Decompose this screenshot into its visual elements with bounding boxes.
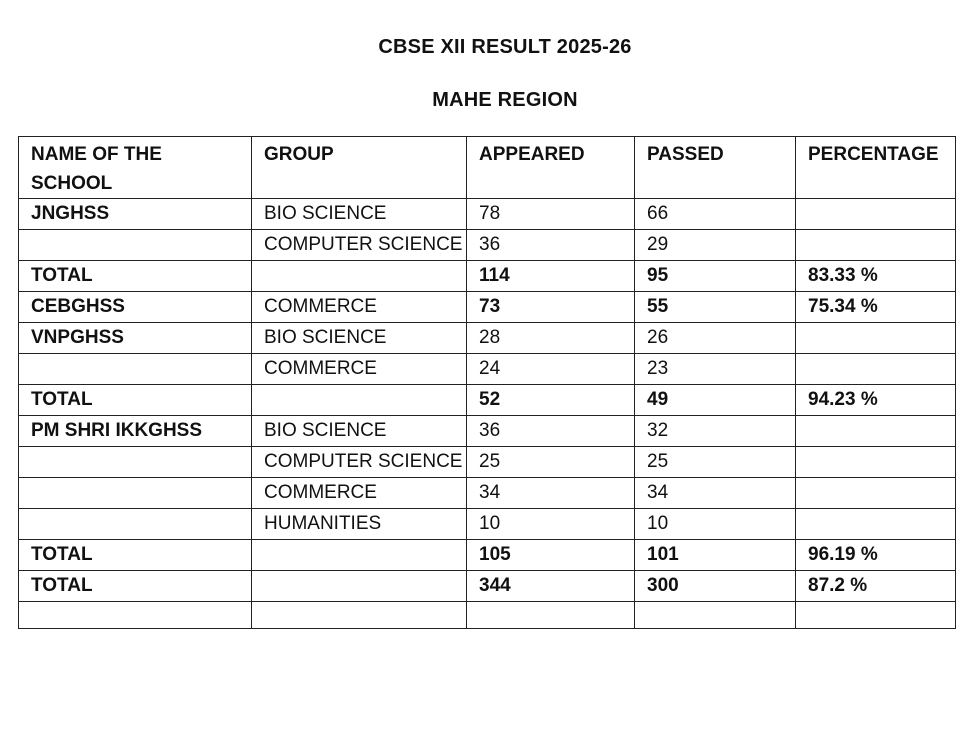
cell-passed: 95	[634, 260, 796, 292]
table-row: CEBGHSS COMMERCE 73 55 75.34 %	[18, 291, 956, 323]
cell-school	[18, 229, 252, 261]
cell-school: TOTAL	[18, 570, 252, 602]
cell-passed	[634, 601, 796, 629]
cell-percentage: 83.33 %	[795, 260, 956, 292]
cell-group: COMMERCE	[251, 477, 467, 509]
cell-percentage	[795, 229, 956, 261]
cell-percentage	[795, 508, 956, 540]
total-row: TOTAL 105 101 96.19 %	[18, 539, 956, 571]
cell-appeared: 36	[466, 229, 635, 261]
cell-appeared: 24	[466, 353, 635, 385]
cell-school: CEBGHSS	[18, 291, 252, 323]
cell-passed: 25	[634, 446, 796, 478]
cell-group: COMPUTER SCIENCE	[251, 229, 467, 261]
table-row: COMPUTER SCIENCE 25 25	[18, 446, 956, 478]
header-appeared: APPEARED	[466, 136, 635, 199]
cell-passed: 23	[634, 353, 796, 385]
cell-appeared: 52	[466, 384, 635, 416]
cell-appeared: 114	[466, 260, 635, 292]
cell-percentage: 96.19 %	[795, 539, 956, 571]
cell-passed: 101	[634, 539, 796, 571]
cell-percentage: 94.23 %	[795, 384, 956, 416]
total-row: TOTAL 114 95 83.33 %	[18, 260, 956, 292]
total-row: TOTAL 52 49 94.23 %	[18, 384, 956, 416]
cell-group	[251, 601, 467, 629]
table-row: JNGHSS BIO SCIENCE 78 66	[18, 198, 956, 230]
cell-appeared: 10	[466, 508, 635, 540]
table-row: COMMERCE 34 34	[18, 477, 956, 509]
cell-school: VNPGHSS	[18, 322, 252, 354]
table-row: COMPUTER SCIENCE 36 29	[18, 229, 956, 261]
table-row: HUMANITIES 10 10	[18, 508, 956, 540]
cell-group: BIO SCIENCE	[251, 415, 467, 447]
cell-passed: 66	[634, 198, 796, 230]
table-row: PM SHRI IKKGHSS BIO SCIENCE 36 32	[18, 415, 956, 447]
cell-school: TOTAL	[18, 539, 252, 571]
cell-school: JNGHSS	[18, 198, 252, 230]
cell-appeared: 28	[466, 322, 635, 354]
cell-group: COMPUTER SCIENCE	[251, 446, 467, 478]
cell-appeared: 105	[466, 539, 635, 571]
cell-school: TOTAL	[18, 260, 252, 292]
cell-appeared	[466, 601, 635, 629]
cell-group	[251, 570, 467, 602]
cell-group: COMMERCE	[251, 353, 467, 385]
cell-school	[18, 477, 252, 509]
empty-row	[18, 601, 956, 629]
cell-percentage	[795, 322, 956, 354]
document-subtitle: MAHE REGION	[432, 89, 578, 111]
cell-group	[251, 384, 467, 416]
cell-percentage	[795, 415, 956, 447]
cell-group: HUMANITIES	[251, 508, 467, 540]
cell-percentage	[795, 477, 956, 509]
cell-percentage	[795, 446, 956, 478]
cell-school: PM SHRI IKKGHSS	[18, 415, 252, 447]
cell-percentage	[795, 353, 956, 385]
cell-appeared: 73	[466, 291, 635, 323]
cell-appeared: 344	[466, 570, 635, 602]
cell-school	[18, 353, 252, 385]
header-school: NAME OF THE SCHOOL	[18, 136, 252, 199]
table-header-row: NAME OF THE SCHOOL GROUP APPEARED PASSED…	[18, 136, 956, 199]
cell-appeared: 34	[466, 477, 635, 509]
table-row: COMMERCE 24 23	[18, 353, 956, 385]
cell-passed: 49	[634, 384, 796, 416]
cell-appeared: 78	[466, 198, 635, 230]
cell-school	[18, 601, 252, 629]
cell-school	[18, 446, 252, 478]
grand-total-row: TOTAL 344 300 87.2 %	[18, 570, 956, 602]
cell-passed: 26	[634, 322, 796, 354]
cell-appeared: 36	[466, 415, 635, 447]
cell-passed: 32	[634, 415, 796, 447]
cell-percentage: 75.34 %	[795, 291, 956, 323]
result-table: NAME OF THE SCHOOL GROUP APPEARED PASSED…	[18, 136, 956, 629]
table-row: VNPGHSS BIO SCIENCE 28 26	[18, 322, 956, 354]
header-passed: PASSED	[634, 136, 796, 199]
document-title: CBSE XII RESULT 2025-26	[378, 36, 632, 58]
cell-school: TOTAL	[18, 384, 252, 416]
cell-group: BIO SCIENCE	[251, 322, 467, 354]
cell-group	[251, 260, 467, 292]
cell-passed: 300	[634, 570, 796, 602]
cell-school	[18, 508, 252, 540]
cell-passed: 34	[634, 477, 796, 509]
cell-passed: 55	[634, 291, 796, 323]
cell-passed: 10	[634, 508, 796, 540]
cell-passed: 29	[634, 229, 796, 261]
cell-percentage	[795, 198, 956, 230]
cell-group	[251, 539, 467, 571]
cell-group: COMMERCE	[251, 291, 467, 323]
cell-percentage	[795, 601, 956, 629]
cell-percentage: 87.2 %	[795, 570, 956, 602]
header-percentage: PERCENTAGE	[795, 136, 956, 199]
cell-appeared: 25	[466, 446, 635, 478]
header-group: GROUP	[251, 136, 467, 199]
cell-group: BIO SCIENCE	[251, 198, 467, 230]
